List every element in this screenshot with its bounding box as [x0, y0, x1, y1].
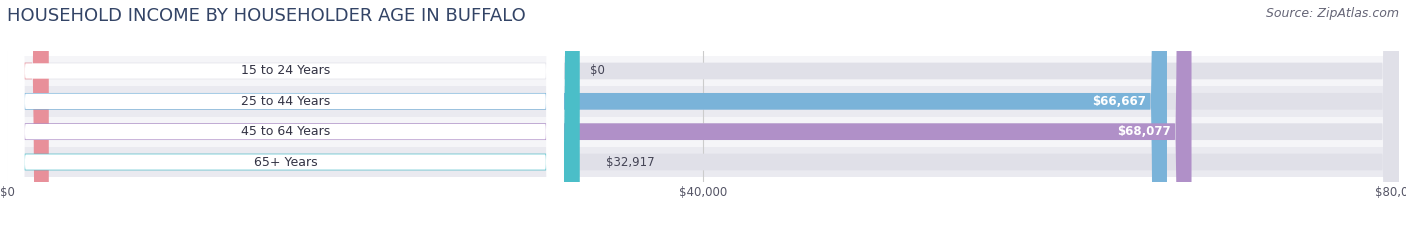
- FancyBboxPatch shape: [7, 0, 579, 233]
- Text: 45 to 64 Years: 45 to 64 Years: [240, 125, 330, 138]
- Text: Source: ZipAtlas.com: Source: ZipAtlas.com: [1265, 7, 1399, 20]
- FancyBboxPatch shape: [7, 0, 1191, 233]
- FancyBboxPatch shape: [7, 0, 564, 233]
- FancyBboxPatch shape: [7, 0, 564, 233]
- FancyBboxPatch shape: [7, 0, 564, 233]
- FancyBboxPatch shape: [7, 147, 1399, 177]
- FancyBboxPatch shape: [7, 0, 49, 233]
- FancyBboxPatch shape: [7, 0, 1167, 233]
- FancyBboxPatch shape: [7, 56, 1399, 86]
- FancyBboxPatch shape: [7, 0, 1399, 233]
- Text: 15 to 24 Years: 15 to 24 Years: [240, 65, 330, 78]
- Text: $66,667: $66,667: [1092, 95, 1146, 108]
- FancyBboxPatch shape: [7, 0, 1399, 233]
- FancyBboxPatch shape: [7, 116, 1399, 147]
- Text: $32,917: $32,917: [606, 155, 654, 168]
- FancyBboxPatch shape: [7, 0, 1399, 233]
- Text: 65+ Years: 65+ Years: [253, 155, 318, 168]
- Text: $0: $0: [591, 65, 605, 78]
- FancyBboxPatch shape: [7, 0, 564, 233]
- Text: $68,077: $68,077: [1116, 125, 1171, 138]
- FancyBboxPatch shape: [7, 0, 1399, 233]
- Text: HOUSEHOLD INCOME BY HOUSEHOLDER AGE IN BUFFALO: HOUSEHOLD INCOME BY HOUSEHOLDER AGE IN B…: [7, 7, 526, 25]
- FancyBboxPatch shape: [7, 86, 1399, 116]
- Text: 25 to 44 Years: 25 to 44 Years: [240, 95, 330, 108]
